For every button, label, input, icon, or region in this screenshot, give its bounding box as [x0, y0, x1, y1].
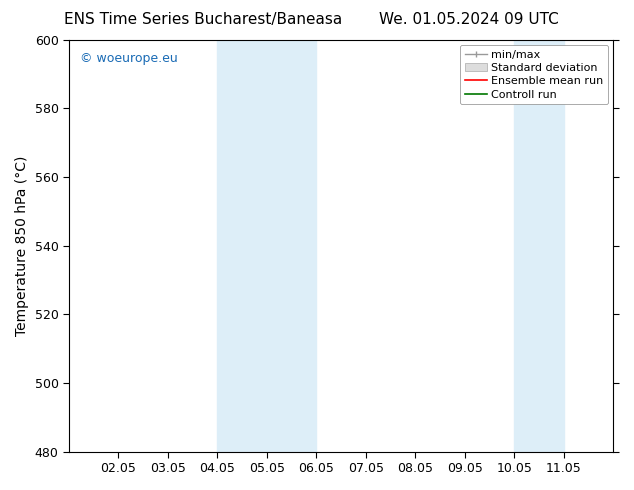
- Bar: [514, 40, 564, 452]
- Bar: [217, 40, 267, 452]
- Text: © woeurope.eu: © woeurope.eu: [80, 52, 178, 65]
- Legend: min/max, Standard deviation, Ensemble mean run, Controll run: min/max, Standard deviation, Ensemble me…: [460, 45, 608, 104]
- Text: ENS Time Series Bucharest/Baneasa: ENS Time Series Bucharest/Baneasa: [64, 12, 342, 27]
- Text: We. 01.05.2024 09 UTC: We. 01.05.2024 09 UTC: [379, 12, 559, 27]
- Y-axis label: Temperature 850 hPa (°C): Temperature 850 hPa (°C): [15, 155, 29, 336]
- Bar: [267, 40, 316, 452]
